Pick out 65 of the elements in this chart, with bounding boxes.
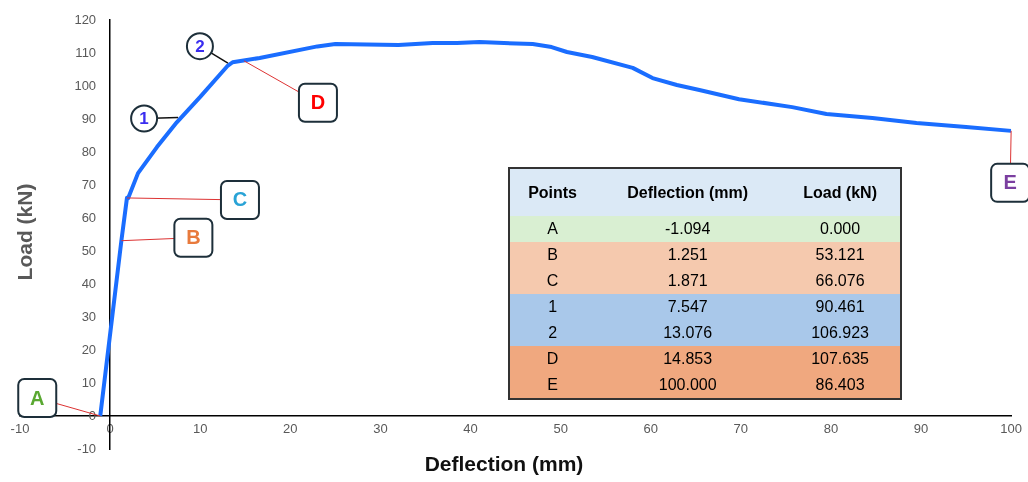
y-tick-label: 110 [75, 44, 97, 60]
annotation: 100.000 [657, 375, 718, 395]
table-row: E 100.000 86.403 [509, 372, 901, 399]
y-tick-label: -10 [77, 440, 97, 456]
annotation: C [232, 188, 248, 211]
x-tick-label: 70 [733, 421, 749, 437]
annotation: 14.853 [662, 349, 714, 369]
annotation: Load (kN) [802, 182, 878, 203]
table-row: A -1.094 0.000 [509, 216, 901, 242]
annotation: B [186, 226, 201, 249]
y-tick-label: 30 [81, 308, 97, 324]
annotation: E [546, 375, 559, 395]
annotation: 7.547 [666, 297, 709, 317]
x-tick-label: 50 [553, 421, 568, 437]
annotation: D [545, 349, 560, 369]
y-tick-label: 90 [81, 110, 97, 126]
annotation: A [546, 219, 559, 239]
annotation: C [545, 271, 560, 291]
x-tick-label: 100 [1000, 421, 1023, 437]
annotation: 1 [139, 109, 149, 129]
annotation: 0.000 [819, 219, 862, 239]
y-tick-label: 80 [81, 143, 97, 159]
annotation: D [310, 91, 326, 114]
y-tick-label: 70 [81, 176, 97, 192]
table-row: D 14.853 107.635 [509, 346, 901, 372]
annotation: 90.461 [814, 297, 866, 317]
annotation: 1.251 [666, 245, 709, 265]
annotation: B [546, 245, 559, 265]
annotation: 66.076 [814, 271, 866, 291]
y-tick-label: 50 [81, 242, 97, 258]
annotation: E [1003, 171, 1017, 194]
table-row: 2 13.076 106.923 [509, 320, 901, 346]
annotation: 106.923 [810, 323, 870, 343]
table-row: C 1.871 66.076 [509, 268, 901, 294]
annotation: A [30, 386, 45, 409]
annotation: Points [527, 182, 578, 203]
y-tick-label: 20 [81, 341, 97, 357]
annotation: 107.635 [810, 349, 870, 369]
x-tick-label: -10 [10, 421, 30, 437]
annotation: 1 [547, 297, 559, 317]
y-tick-label: 100 [74, 77, 97, 93]
y-tick-label: 10 [81, 374, 97, 390]
y-tick-label: 60 [81, 209, 97, 225]
annotation: 53.121 [814, 245, 866, 265]
table-row: B 1.251 53.121 [509, 242, 901, 268]
y-axis-title: Load (kN) [13, 183, 37, 281]
annotation: Deflection (mm) [626, 182, 750, 203]
x-axis-title: Deflection (mm) [424, 452, 584, 475]
y-tick-label: 120 [74, 11, 97, 27]
annotation: -1.094 [663, 219, 712, 239]
table-header: Points Deflection (mm) Load (kN) [509, 168, 901, 216]
annotation: 1.871 [666, 271, 709, 291]
y-tick-label: 40 [81, 275, 97, 291]
x-tick-label: 60 [643, 421, 658, 437]
x-tick-label: 20 [283, 421, 298, 437]
x-tick-label: 30 [373, 421, 388, 437]
x-tick-label: 80 [823, 421, 839, 437]
annotation: 13.076 [662, 323, 714, 343]
x-tick-label: 90 [913, 421, 929, 437]
x-tick-label: 10 [192, 421, 208, 437]
x-tick-label: 40 [463, 421, 478, 437]
annotation: 2 [547, 323, 559, 343]
table-row: 1 7.547 90.461 [509, 294, 901, 320]
annotation: 2 [195, 36, 205, 56]
annotation: 86.403 [814, 375, 866, 395]
